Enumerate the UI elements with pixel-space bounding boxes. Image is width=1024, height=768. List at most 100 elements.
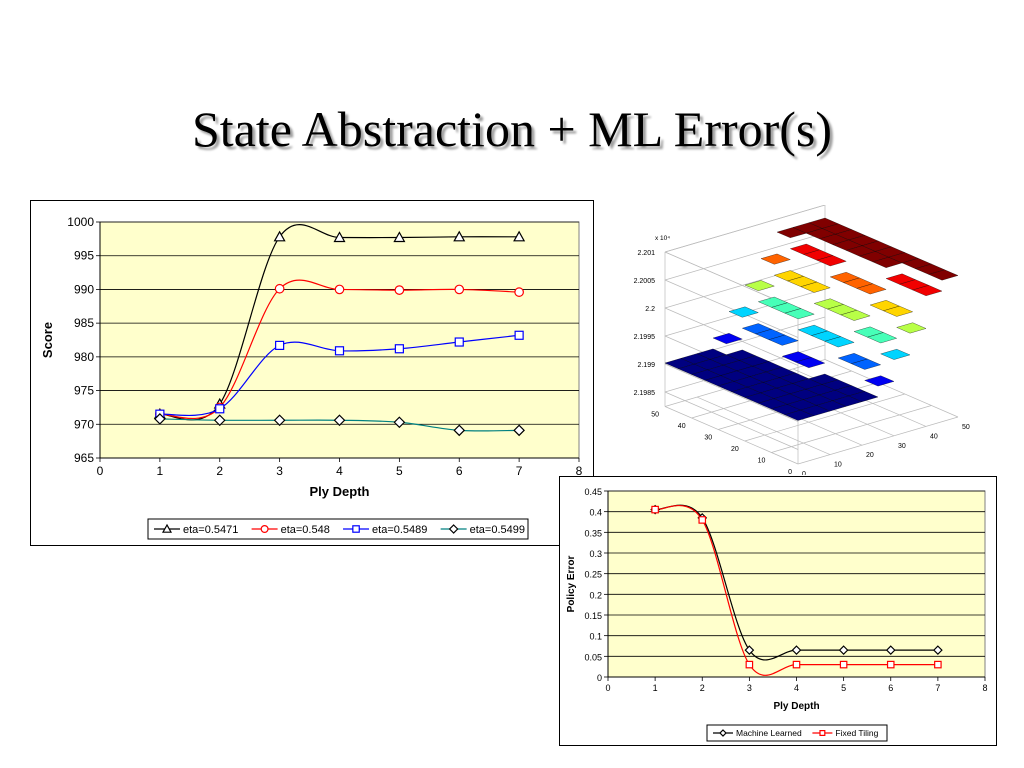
legend-entry-label: Machine Learned xyxy=(736,728,802,738)
y-tick-label: 0.2 xyxy=(589,590,602,600)
score-chart-svg: 965 970 975 980 985 990 995 1000 0 1 2 3 4 5 6 7 8 Ply De… xyxy=(40,215,583,540)
y-axis-label: Score xyxy=(40,322,55,358)
x-tick-label: 0 xyxy=(97,464,104,478)
data-point xyxy=(333,231,346,243)
data-point xyxy=(274,283,285,294)
surface-patch xyxy=(768,334,799,346)
x-tick-label: 6 xyxy=(888,683,893,693)
y-tick-label: 985 xyxy=(74,316,94,330)
data-point xyxy=(698,516,707,524)
z-tick-label: 2.1995 xyxy=(634,334,656,341)
wall-gridline xyxy=(664,232,826,281)
x-tick-label: 4 xyxy=(794,683,799,693)
z-tick-label: 2.2005 xyxy=(634,278,656,285)
data-point xyxy=(838,645,849,655)
surface-patch xyxy=(712,333,743,344)
x-tick-label: 40 xyxy=(930,433,938,440)
surface-patch xyxy=(784,308,815,320)
wall-gridline xyxy=(664,391,799,450)
y-tick-label: 0.4 xyxy=(589,508,602,518)
z-tick-label: 2.1985 xyxy=(634,390,656,397)
data-point xyxy=(334,284,345,295)
wall-gridline xyxy=(664,260,826,309)
legend-entry-label: eta=0.5489 xyxy=(372,524,427,536)
wall-gridline xyxy=(664,363,799,422)
legend-entry-label: Fixed Tiling xyxy=(835,728,878,738)
data-point xyxy=(154,413,166,425)
slide-title: State Abstraction + ML Error(s) xyxy=(191,101,833,157)
data-point xyxy=(744,645,755,655)
y-tick-label: 10 xyxy=(758,458,766,465)
surface-patch xyxy=(800,281,831,293)
y-tick-label: 50 xyxy=(651,412,659,419)
surface-patch xyxy=(840,310,871,321)
policy-error-chart-svg: 0 0.05 0.1 0.15 0.2 0.25 0.3 0.35 0.4 0.45 0 1 2 3 4 5 6… xyxy=(566,487,988,742)
data-point xyxy=(273,230,286,242)
wall-gridline xyxy=(664,279,799,338)
floor-gridline xyxy=(696,396,831,455)
legend-marker xyxy=(448,524,459,534)
x-tick-label: 5 xyxy=(841,683,846,693)
surface-patch xyxy=(848,391,879,402)
data-point xyxy=(792,660,801,669)
legend-entry-label: eta=0.5499 xyxy=(470,524,525,536)
data-point xyxy=(394,344,404,354)
floor-gridline xyxy=(824,359,959,418)
y-tick-label: 975 xyxy=(74,384,94,398)
surface-patch xyxy=(866,332,898,344)
y-tick-label: 0.3 xyxy=(589,549,602,559)
legend-entry-label: eta=0.5471 xyxy=(183,524,238,536)
y-tick-label: 30 xyxy=(704,435,712,442)
data-point xyxy=(215,404,225,414)
y-tick-label: 0 xyxy=(788,469,792,475)
data-point xyxy=(213,414,226,427)
x-tick-label: 6 xyxy=(456,464,463,478)
y-tick-label: 990 xyxy=(74,282,94,296)
data-point xyxy=(514,330,524,340)
surface-patch xyxy=(864,375,895,387)
x-tick-label: 20 xyxy=(866,452,874,459)
surface-patch xyxy=(856,283,887,295)
x-tick-label: 7 xyxy=(516,464,523,478)
surface-patch xyxy=(912,285,943,296)
y-tick-label: 0.15 xyxy=(584,611,602,621)
y-tick-label: 1000 xyxy=(67,215,94,229)
surface-patch xyxy=(880,349,911,360)
z-tick-label: 2.199 xyxy=(637,362,655,369)
floor-gridline xyxy=(744,393,905,442)
x-tick-label: 5 xyxy=(396,464,403,478)
surface-patch xyxy=(760,253,791,265)
wall-gridline xyxy=(664,205,826,253)
x-tick-label: 2 xyxy=(700,683,705,693)
data-point xyxy=(745,660,754,669)
y-axis-label: Policy Error xyxy=(566,556,577,613)
surface-patch xyxy=(850,358,882,370)
surface-patch xyxy=(816,255,847,267)
policy-error-chart: 0 0.05 0.1 0.15 0.2 0.25 0.3 0.35 0.4 0.45 0 1 2 3 4 5 6… xyxy=(559,476,997,746)
data-point xyxy=(273,414,286,427)
y-tick-label: 995 xyxy=(74,249,94,263)
data-point xyxy=(334,346,345,356)
x-tick-label: 4 xyxy=(336,464,343,478)
data-point xyxy=(393,416,406,429)
z-tick-label: 2.201 xyxy=(637,250,655,257)
surface-plot: 2.201 2.2005 2.2 2.1995 2.199 2.1985 x 10⁴ 0 10 2… xyxy=(615,205,995,475)
floor-gridline xyxy=(797,416,959,465)
y-tick-label: 0.05 xyxy=(584,652,602,662)
score-chart: 965 970 975 980 985 990 995 1000 0 1 2 3 4 5 6 7 8 Ply De… xyxy=(30,200,594,546)
legend-marker xyxy=(819,730,826,737)
x-tick-label: 10 xyxy=(834,462,842,469)
data-point xyxy=(791,645,802,655)
data-point xyxy=(394,285,405,295)
data-point xyxy=(839,660,848,669)
floor-gridline xyxy=(664,406,799,465)
legend-marker xyxy=(161,523,173,533)
data-point xyxy=(651,505,659,514)
legend-entry-label: eta=0.548 xyxy=(281,524,330,536)
x-tick-label: 2 xyxy=(216,464,223,478)
surface-patch xyxy=(896,322,927,334)
y-tick-label: 0 xyxy=(597,673,602,683)
legend-marker xyxy=(719,729,727,737)
x-tick-label: 50 xyxy=(962,424,970,431)
x-axis-label: Ply Depth xyxy=(310,484,370,499)
